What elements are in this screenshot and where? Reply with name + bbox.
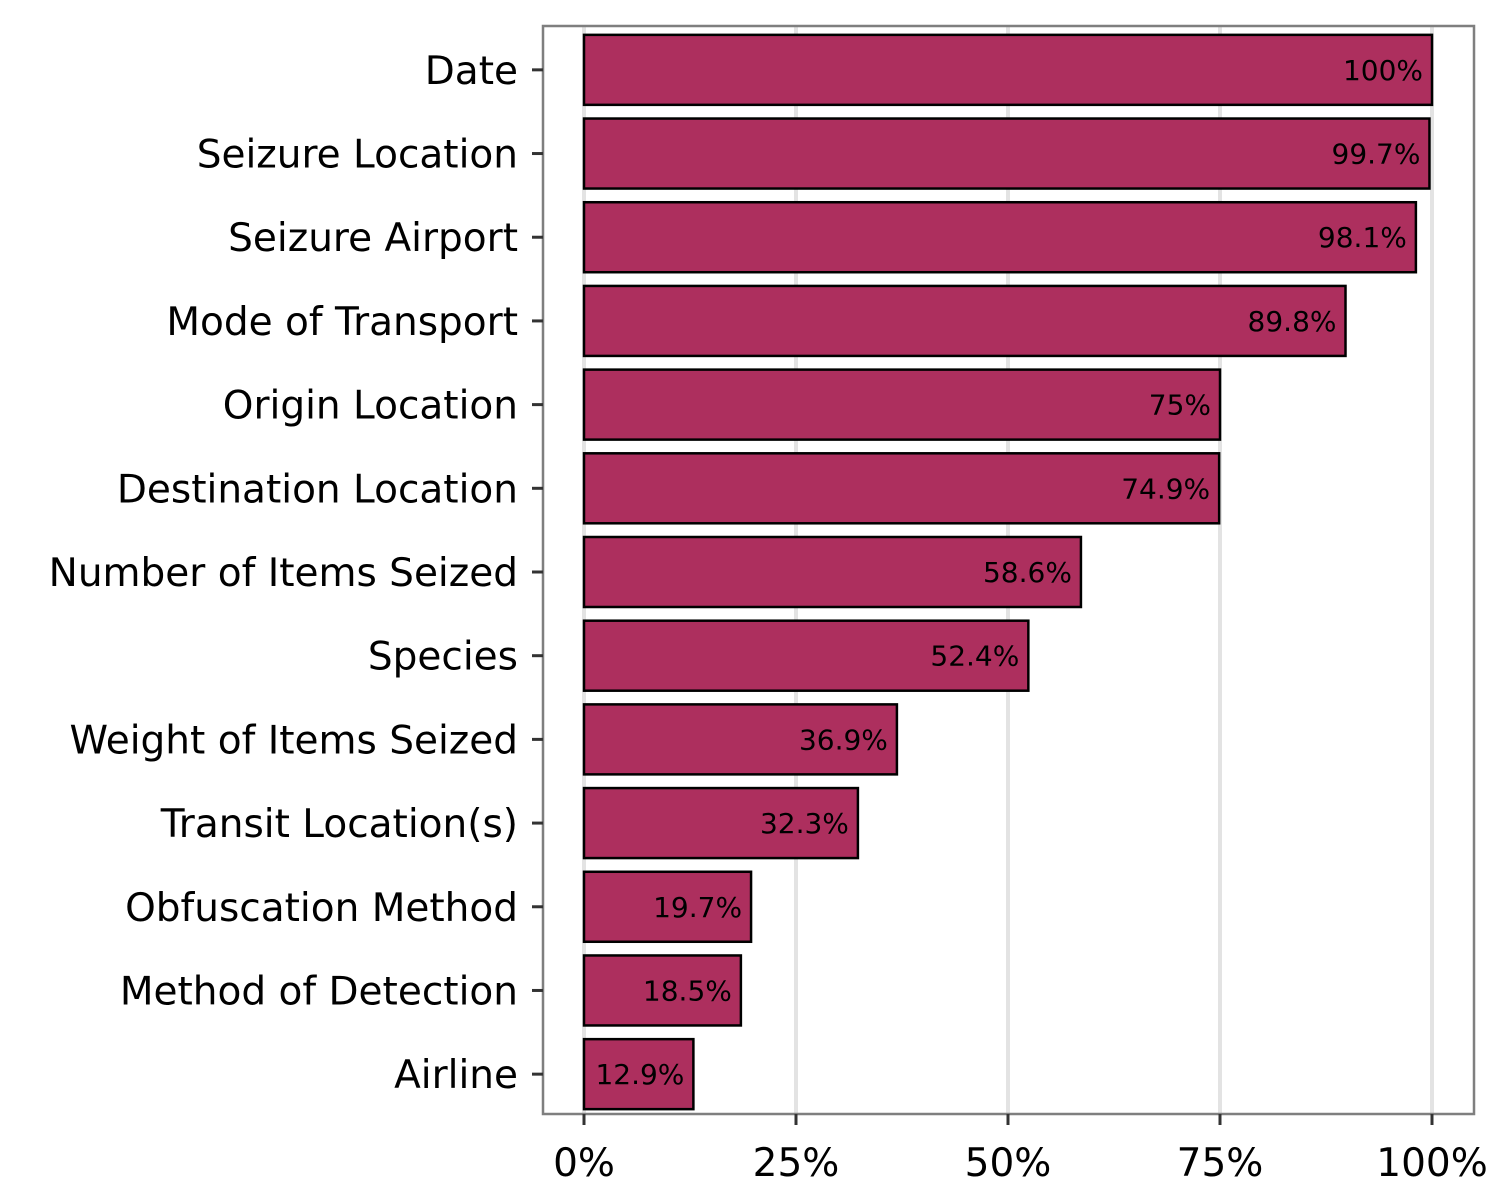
category-label-7: Species [368,635,518,680]
bar-5 [582,452,1221,525]
data-label-9: 32.3% [760,807,849,840]
data-label-4: 75% [1149,389,1211,422]
category-label-1: Seizure Location [197,133,518,178]
x-tick-label-4: 100% [1376,1141,1488,1186]
category-label-3: Mode of Transport [166,300,518,345]
y-axis: Date Seizure Location Seizure Airport Mode … [49,49,543,1098]
x-axis: 0% 25% 50% 75% 100% [553,1114,1488,1186]
bar-8 [582,703,899,776]
data-label-3: 89.8% [1248,305,1337,338]
data-label-7: 52.4% [930,640,1019,673]
data-label-12: 12.9% [595,1058,684,1091]
category-label-5: Destination Location [117,467,518,512]
data-label-10: 19.7% [653,891,742,924]
bar-10 [582,870,753,944]
category-label-9: Transit Location(s) [160,802,518,847]
data-label-2: 98.1% [1318,221,1407,254]
category-label-12: Airline [394,1053,518,1098]
bar-12 [582,1037,695,1111]
x-tick-label-3: 75% [1177,1141,1264,1186]
bar-9 [582,786,860,860]
bar-2 [582,200,1418,274]
x-tick-label-0: 0% [553,1141,615,1186]
category-label-4: Origin Location [223,384,518,429]
category-label-8: Weight of Items Seized [69,718,518,763]
data-label-11: 18.5% [643,974,732,1007]
bars [582,33,1434,1111]
bar-1 [582,117,1431,190]
category-label-0: Date [425,49,518,94]
bar-3 [582,284,1347,358]
data-label-8: 36.9% [799,723,888,756]
category-label-11: Method of Detection [120,969,518,1014]
x-tick-label-1: 25% [753,1141,840,1186]
category-label-6: Number of Items Seized [49,551,518,596]
bar-0 [582,33,1434,107]
category-label-10: Obfuscation Method [125,886,518,931]
data-label-6: 58.6% [983,556,1072,589]
bar-7 [582,619,1030,692]
data-label-0: 100% [1343,54,1423,87]
data-label-1: 99.7% [1332,138,1421,171]
bar-4 [582,368,1222,441]
bar-6 [582,535,1083,609]
x-tick-label-2: 50% [965,1141,1052,1186]
data-label-5: 74.9% [1121,472,1210,505]
category-label-2: Seizure Airport [228,216,518,261]
bar-11 [582,954,743,1027]
data-labels: 100% 99.7% 98.1% 89.8% 75% 74.9% 58.6% 52.4% 36.… [595,54,1423,1091]
